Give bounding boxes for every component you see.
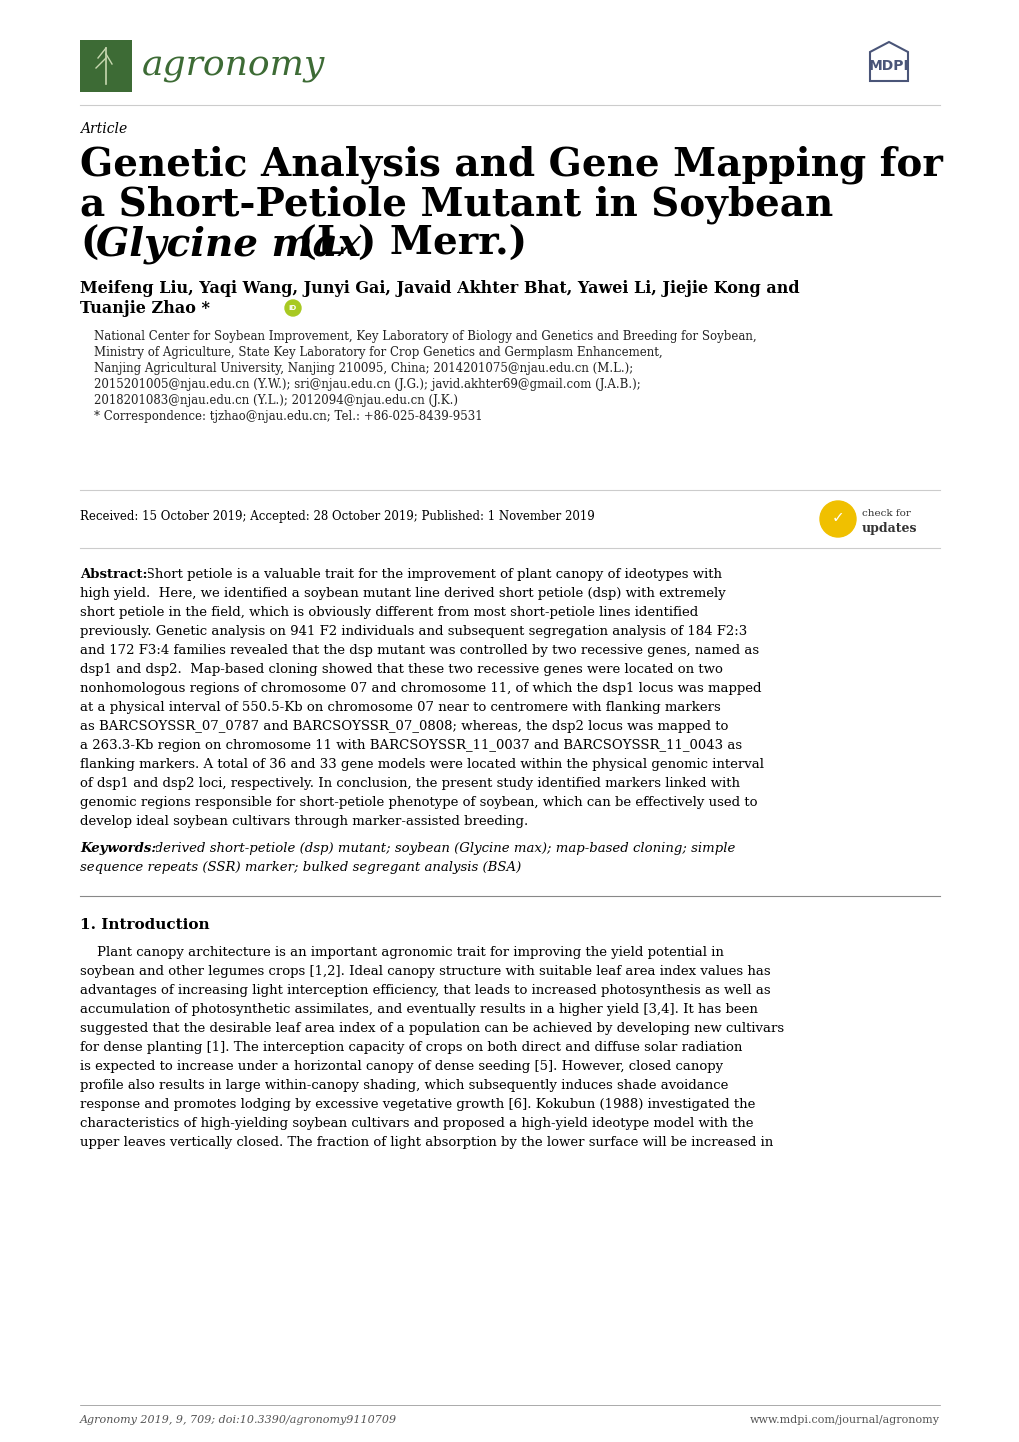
Text: previously. Genetic analysis on 941 F2 individuals and subsequent segregation an: previously. Genetic analysis on 941 F2 i… [79, 624, 747, 637]
Text: Plant canopy architecture is an important agronomic trait for improving the yiel: Plant canopy architecture is an importan… [79, 946, 723, 959]
Text: Genetic Analysis and Gene Mapping for: Genetic Analysis and Gene Mapping for [79, 146, 942, 183]
Text: 2015201005@njau.edu.cn (Y.W.); sri@njau.edu.cn (J.G.); javid.akhter69@gmail.com : 2015201005@njau.edu.cn (Y.W.); sri@njau.… [94, 378, 640, 391]
Text: of dsp1 and dsp2 loci, respectively. In conclusion, the present study identified: of dsp1 and dsp2 loci, respectively. In … [79, 777, 739, 790]
Text: sequence repeats (SSR) marker; bulked segregant analysis (BSA): sequence repeats (SSR) marker; bulked se… [79, 861, 521, 874]
FancyBboxPatch shape [79, 40, 131, 92]
Text: short petiole in the field, which is obviously different from most short-petiole: short petiole in the field, which is obv… [79, 606, 698, 619]
Text: flanking markers. A total of 36 and 33 gene models were located within the physi: flanking markers. A total of 36 and 33 g… [79, 758, 763, 771]
Text: Meifeng Liu, Yaqi Wang, Junyi Gai, Javaid Akhter Bhat, Yawei Li, Jiejie Kong and: Meifeng Liu, Yaqi Wang, Junyi Gai, Javai… [79, 280, 799, 297]
Text: a 263.3-Kb region on chromosome 11 with BARCSOYSSR_11_0037 and BARCSOYSSR_11_004: a 263.3-Kb region on chromosome 11 with … [79, 738, 742, 751]
Text: iD: iD [288, 306, 297, 311]
Polygon shape [869, 42, 907, 81]
Text: ✓: ✓ [830, 510, 844, 525]
Text: is expected to increase under a horizontal canopy of dense seeding [5]. However,: is expected to increase under a horizont… [79, 1060, 722, 1073]
Text: soybean and other legumes crops [1,2]. Ideal canopy structure with suitable leaf: soybean and other legumes crops [1,2]. I… [79, 965, 770, 978]
Text: genomic regions responsible for short-petiole phenotype of soybean, which can be: genomic regions responsible for short-pe… [79, 796, 757, 809]
Text: Article: Article [79, 123, 127, 136]
Text: suggested that the desirable leaf area index of a population can be achieved by : suggested that the desirable leaf area i… [79, 1022, 784, 1035]
Text: check for: check for [861, 509, 910, 518]
Text: Abstract:: Abstract: [79, 568, 148, 581]
Text: characteristics of high-yielding soybean cultivars and proposed a high-yield ide: characteristics of high-yielding soybean… [79, 1118, 753, 1131]
Text: Ministry of Agriculture, State Key Laboratory for Crop Genetics and Germplasm En: Ministry of Agriculture, State Key Labor… [94, 346, 662, 359]
Text: develop ideal soybean cultivars through marker-assisted breeding.: develop ideal soybean cultivars through … [79, 815, 528, 828]
Text: Keywords:: Keywords: [79, 842, 156, 855]
Text: high yield.  Here, we identified a soybean mutant line derived short petiole (ds: high yield. Here, we identified a soybea… [79, 587, 726, 600]
Text: agronomy: agronomy [142, 49, 325, 84]
Text: as BARCSOYSSR_07_0787 and BARCSOYSSR_07_0808; whereas, the dsp2 locus was mapped: as BARCSOYSSR_07_0787 and BARCSOYSSR_07_… [79, 720, 728, 733]
Text: * Correspondence: tjzhao@njau.edu.cn; Tel.: +86-025-8439-9531: * Correspondence: tjzhao@njau.edu.cn; Te… [94, 410, 482, 423]
Text: and 172 F3:4 families revealed that the dsp mutant was controlled by two recessi: and 172 F3:4 families revealed that the … [79, 645, 758, 658]
Text: response and promotes lodging by excessive vegetative growth [6]. Kokubun (1988): response and promotes lodging by excessi… [79, 1097, 755, 1110]
Text: MDPI: MDPI [868, 59, 908, 74]
Text: Nanjing Agricultural University, Nanjing 210095, China; 2014201075@njau.edu.cn (: Nanjing Agricultural University, Nanjing… [94, 362, 633, 375]
Text: profile also results in large within-canopy shading, which subsequently induces : profile also results in large within-can… [79, 1079, 728, 1092]
Circle shape [284, 300, 301, 316]
Text: updates: updates [861, 522, 917, 535]
Text: advantages of increasing light interception efficiency, that leads to increased : advantages of increasing light intercept… [79, 983, 770, 996]
Text: for dense planting [1]. The interception capacity of crops on both direct and di: for dense planting [1]. The interception… [79, 1041, 742, 1054]
Text: Received: 15 October 2019; Accepted: 28 October 2019; Published: 1 November 2019: Received: 15 October 2019; Accepted: 28 … [79, 510, 594, 523]
Text: accumulation of photosynthetic assimilates, and eventually results in a higher y: accumulation of photosynthetic assimilat… [79, 1004, 757, 1017]
Text: (: ( [79, 225, 98, 262]
Text: dsp1 and dsp2.  Map-based cloning showed that these two recessive genes were loc: dsp1 and dsp2. Map-based cloning showed … [79, 663, 722, 676]
Text: 2018201083@njau.edu.cn (Y.L.); 2012094@njau.edu.cn (J.K.): 2018201083@njau.edu.cn (Y.L.); 2012094@n… [94, 394, 458, 407]
Text: 1. Introduction: 1. Introduction [79, 919, 210, 932]
Circle shape [819, 500, 855, 536]
Text: Tuanjie Zhao *: Tuanjie Zhao * [79, 300, 210, 317]
Text: a Short-Petiole Mutant in Soybean: a Short-Petiole Mutant in Soybean [79, 185, 833, 224]
Text: National Center for Soybean Improvement, Key Laboratory of Biology and Genetics : National Center for Soybean Improvement,… [94, 330, 756, 343]
Text: www.mdpi.com/journal/agronomy: www.mdpi.com/journal/agronomy [749, 1415, 940, 1425]
Text: Keywords: derived short-petiole (dsp) mutant; soybean (Glycine max); map-based c: Keywords: derived short-petiole (dsp) mu… [79, 842, 735, 855]
Text: nonhomologous regions of chromosome 07 and chromosome 11, of which the dsp1 locu: nonhomologous regions of chromosome 07 a… [79, 682, 761, 695]
Text: Glycine max: Glycine max [96, 225, 361, 264]
Text: at a physical interval of 550.5-Kb on chromosome 07 near to centromere with flan: at a physical interval of 550.5-Kb on ch… [79, 701, 720, 714]
Text: (L.) Merr.): (L.) Merr.) [284, 225, 527, 262]
Text: upper leaves vertically closed. The fraction of light absorption by the lower su: upper leaves vertically closed. The frac… [79, 1136, 772, 1149]
Text: Agronomy 2019, 9, 709; doi:10.3390/agronomy9110709: Agronomy 2019, 9, 709; doi:10.3390/agron… [79, 1415, 396, 1425]
Text: Abstract: Short petiole is a valuable trait for the improvement of plant canopy : Abstract: Short petiole is a valuable tr… [79, 568, 721, 581]
